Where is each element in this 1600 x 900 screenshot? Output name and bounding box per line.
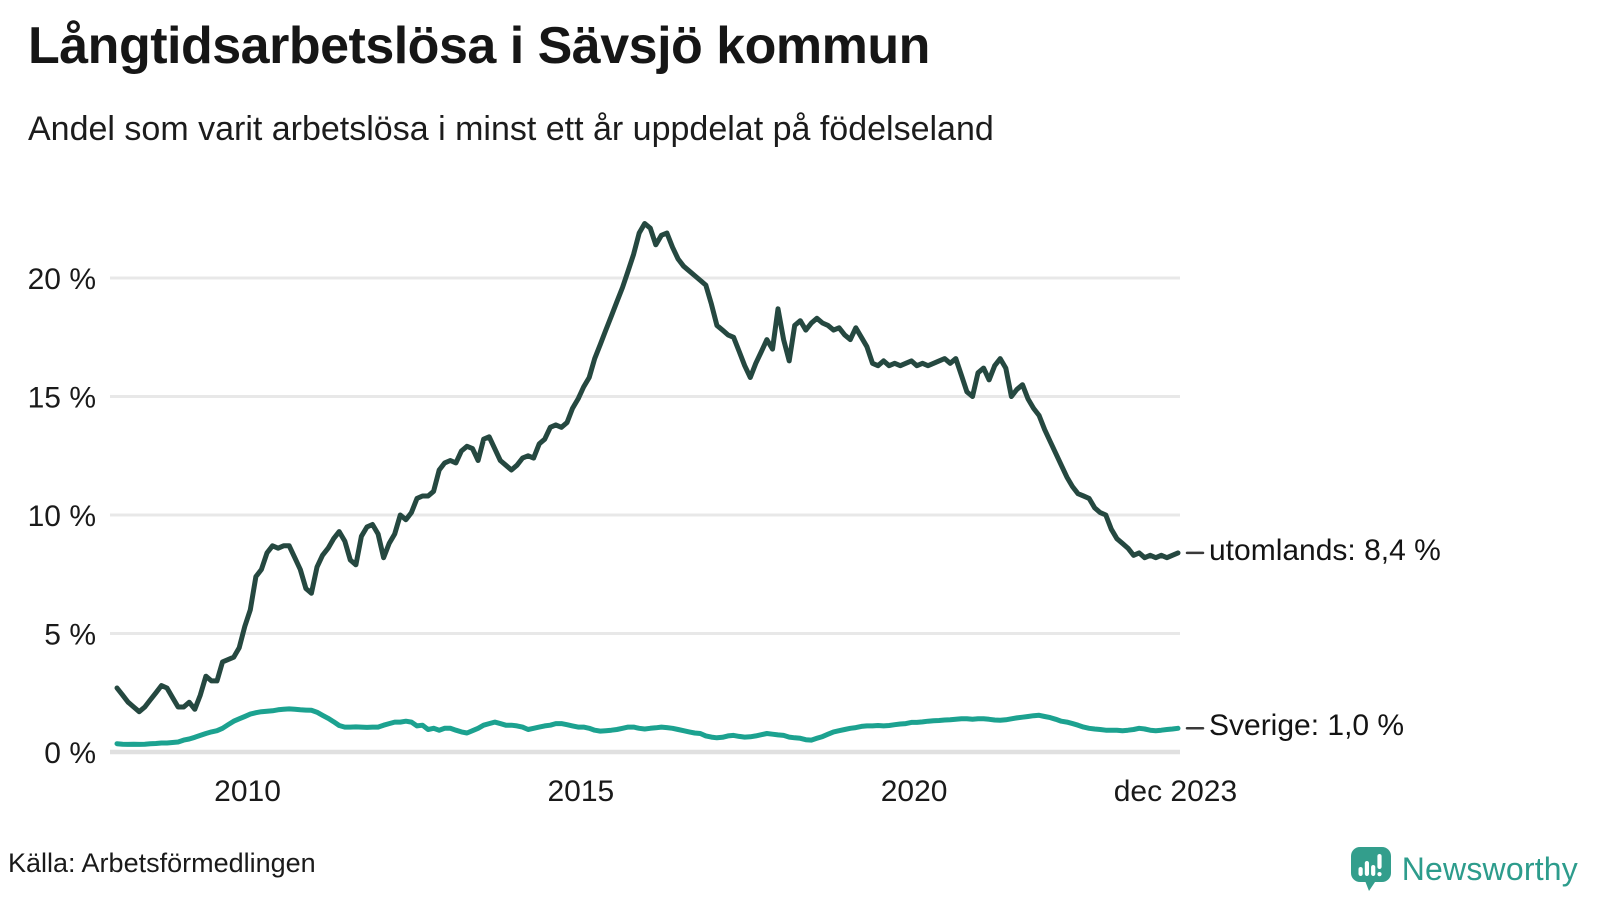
newsworthy-logo: Newsworthy xyxy=(1350,846,1578,892)
x-tick-label: dec 2023 xyxy=(1114,775,1237,808)
x-tick-label: 2010 xyxy=(214,775,281,808)
y-tick-label: 10 % xyxy=(28,500,96,533)
series-label-sverige: Sverige: 1,0 % xyxy=(1209,709,1405,742)
x-tick-label: 2015 xyxy=(547,775,614,808)
y-tick-label: 0 % xyxy=(44,737,96,770)
page-subtitle: Andel som varit arbetslösa i minst ett å… xyxy=(28,110,994,148)
newsworthy-logo-text: Newsworthy xyxy=(1401,850,1578,887)
newsworthy-speech-bubble-chart-icon xyxy=(1350,847,1391,891)
y-tick-label: 20 % xyxy=(28,263,96,296)
y-tick-label: 15 % xyxy=(28,382,96,415)
page-title: Långtidsarbetslösa i Sävsjö kommun xyxy=(28,17,930,75)
y-tick-label: 5 % xyxy=(44,619,96,652)
series-line-utomlands xyxy=(114,221,1181,715)
series-label-utomlands: utomlands: 8,4 % xyxy=(1209,534,1441,567)
series-line-sverige xyxy=(114,706,1181,747)
source-caption: Källa: Arbetsförmedlingen xyxy=(8,848,316,878)
x-tick-label: 2020 xyxy=(881,775,948,808)
